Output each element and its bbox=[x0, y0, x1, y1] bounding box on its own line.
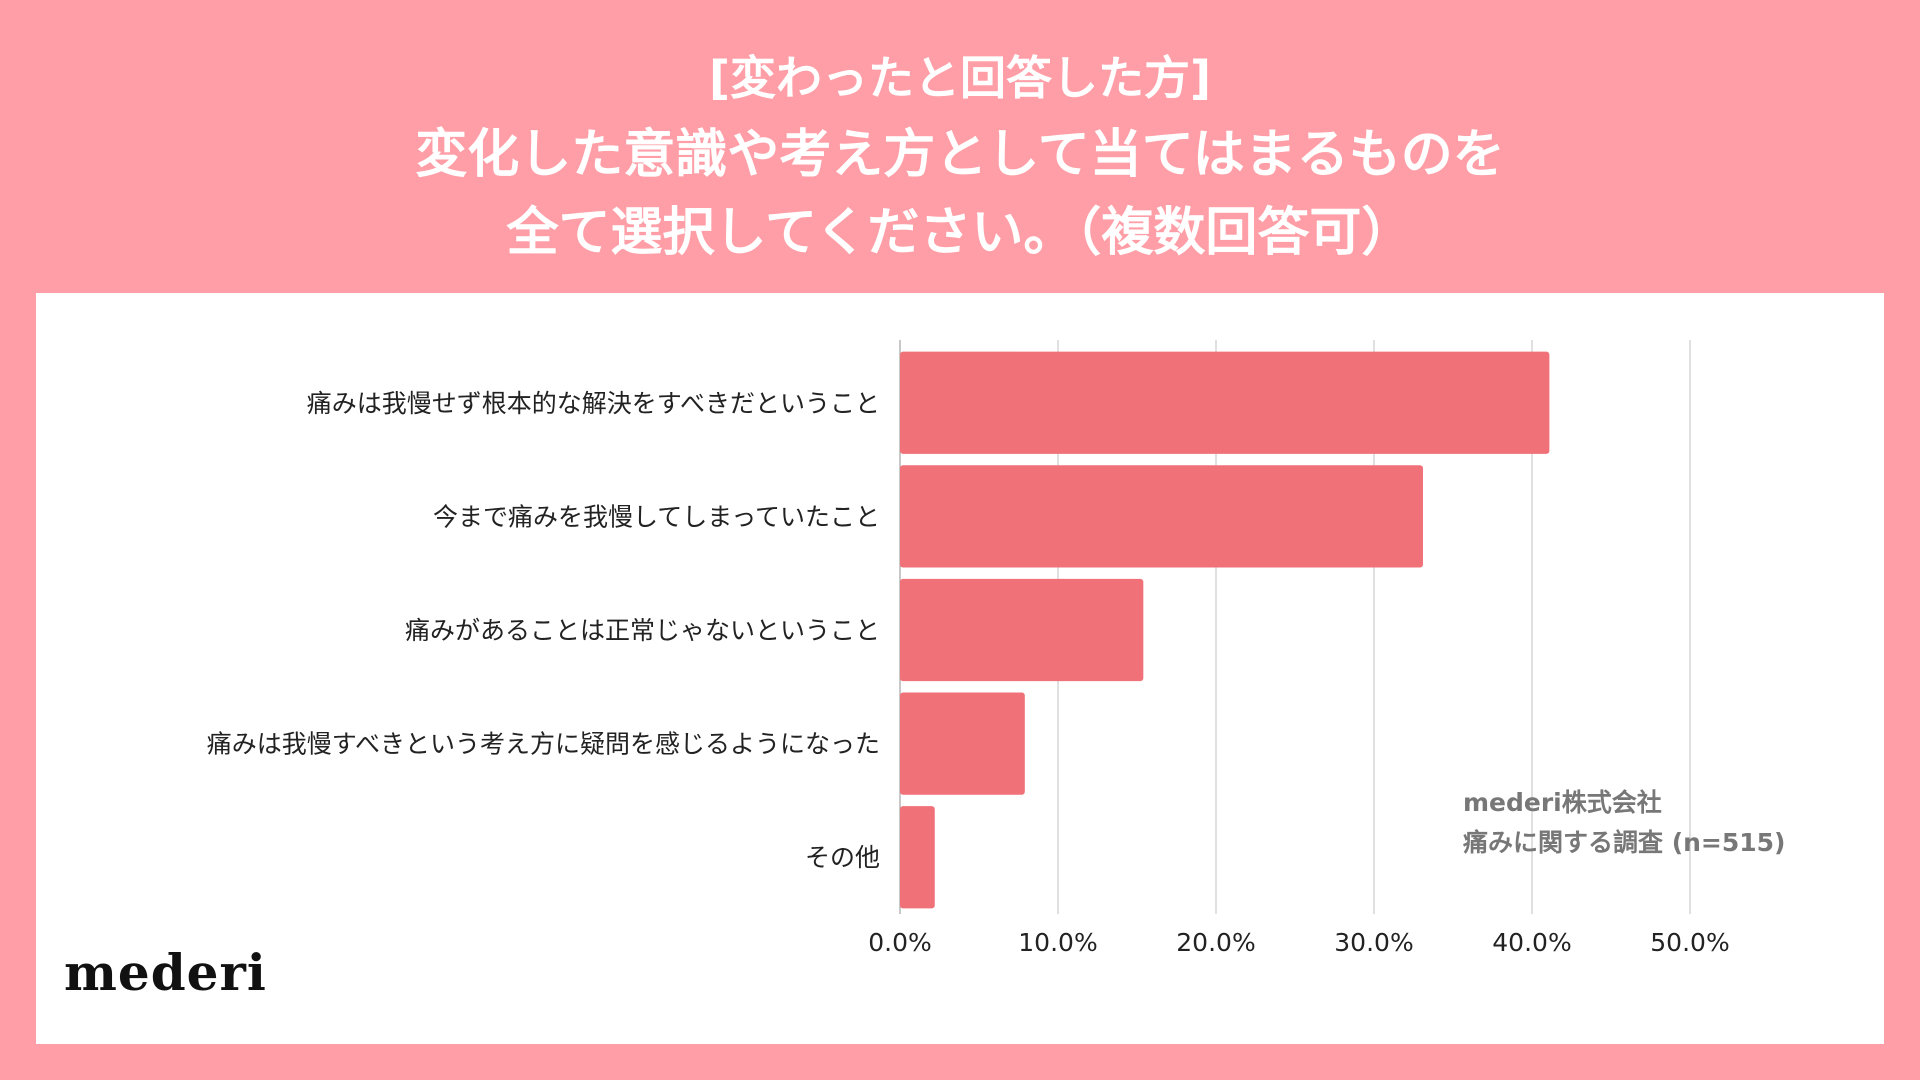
header: [変わったと回答した方] 変化した意識や考え方として当てはまるものを 全て選択し… bbox=[0, 0, 1920, 290]
category-label-4: その他 bbox=[805, 843, 880, 872]
bar-2 bbox=[900, 578, 1144, 682]
x-tick-label-4: 40.0% bbox=[1492, 928, 1571, 957]
mederi-logo: mederi bbox=[64, 943, 267, 1002]
x-tick-label-2: 20.0% bbox=[1176, 928, 1255, 957]
category-label-1: 今まで痛みを我慢してしまっていたこと bbox=[433, 502, 880, 531]
x-tick-label-1: 10.0% bbox=[1018, 928, 1097, 957]
bar-1 bbox=[900, 465, 1423, 568]
bar-0 bbox=[900, 351, 1550, 454]
x-tick-label-0: 0.0% bbox=[868, 928, 932, 957]
chart-title-line-1: 変化した意識や考え方として当てはまるものを bbox=[415, 125, 1505, 185]
bar-3 bbox=[900, 692, 1025, 795]
category-label-0: 痛みは我慢せず根本的な解決をすべきだということ bbox=[307, 389, 880, 418]
chart-panel: 痛みは我慢せず根本的な解決をすべきだということ今まで痛みを我慢してしまっていたこ… bbox=[36, 293, 1884, 1044]
chart-subtitle: [変わったと回答した方] bbox=[708, 51, 1212, 105]
category-label-2: 痛みがあることは正常じゃないということ bbox=[405, 616, 880, 645]
category-label-3: 痛みは我慢すべきという考え方に疑問を感じるようになった bbox=[207, 730, 880, 759]
source-company: mederi株式会社 bbox=[1463, 788, 1662, 817]
bar-4 bbox=[900, 806, 935, 909]
x-tick-label-5: 50.0% bbox=[1650, 928, 1729, 957]
bar-chart: 痛みは我慢せず根本的な解決をすべきだということ今まで痛みを我慢してしまっていたこ… bbox=[207, 340, 1730, 957]
x-tick-label-3: 30.0% bbox=[1334, 928, 1413, 957]
source-survey: 痛みに関する調査 (n=515) bbox=[1463, 828, 1786, 857]
chart-title-line-2: 全て選択してください。（複数回答可） bbox=[506, 203, 1414, 263]
source-note: mederi株式会社 痛みに関する調査 (n=515) bbox=[1463, 783, 1786, 863]
